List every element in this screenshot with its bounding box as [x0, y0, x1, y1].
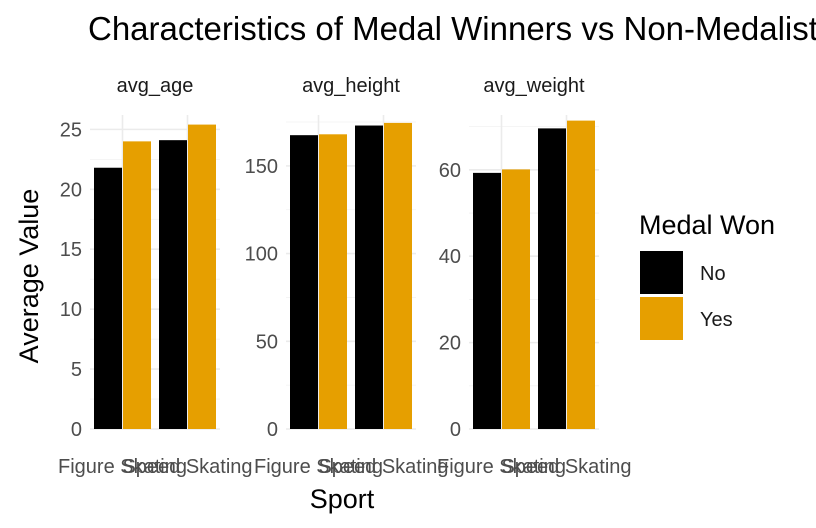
y-tick-label: 25: [60, 119, 82, 141]
legend-label: Yes: [700, 309, 733, 331]
bar-avg_weight-speed-skating-no: [538, 128, 566, 429]
x-tick-label: Figure Skating: [254, 456, 383, 478]
bar-avg_weight-figure-skating-no: [473, 172, 501, 429]
bar-avg_height-figure-skating-yes: [319, 134, 347, 430]
facet-strip-label: avg_age: [117, 75, 194, 97]
legend-title: Medal Won: [639, 210, 775, 240]
y-axis-title: Average Value: [14, 189, 44, 364]
y-tick-label: 0: [267, 419, 278, 441]
y-tick-label: 60: [439, 160, 461, 182]
y-tick-label: 50: [256, 331, 278, 353]
x-tick-label: Speed Skating: [501, 456, 631, 478]
y-tick-label: 20: [439, 333, 461, 355]
facet-strip-label: avg_height: [302, 75, 400, 97]
bar-avg_age-figure-skating-yes: [123, 141, 151, 430]
bar-avg_weight-figure-skating-yes: [502, 169, 530, 430]
legend-label: No: [700, 263, 726, 285]
x-tick-label: Speed Skating: [318, 456, 448, 478]
y-tick-label: 0: [450, 419, 461, 441]
legend-key-no: [640, 251, 683, 294]
y-tick-label: 40: [439, 246, 461, 268]
bar-avg_height-speed-skating-yes: [384, 122, 412, 429]
x-tick-label: Figure Skating: [437, 456, 566, 478]
x-axis-title: Sport: [310, 484, 375, 514]
chart-title: Characteristics of Medal Winners vs Non-…: [88, 10, 816, 47]
facet-strip-label: avg_weight: [483, 75, 585, 97]
y-tick-label: 20: [60, 179, 82, 201]
bar-avg_age-speed-skating-no: [159, 140, 187, 429]
bar-avg_height-speed-skating-no: [355, 125, 383, 429]
y-tick-label: 15: [60, 239, 82, 261]
y-tick-label: 0: [71, 419, 82, 441]
y-tick-label: 100: [245, 244, 278, 266]
legend-key-yes: [640, 297, 683, 340]
x-tick-label: Figure Skating: [58, 456, 187, 478]
y-tick-label: 5: [71, 359, 82, 381]
x-tick-label: Speed Skating: [122, 456, 252, 478]
y-tick-label: 10: [60, 299, 82, 321]
bar-avg_age-figure-skating-no: [94, 167, 122, 429]
bar-avg_age-speed-skating-yes: [188, 124, 216, 430]
y-tick-label: 150: [245, 156, 278, 178]
bar-avg_weight-speed-skating-yes: [567, 120, 595, 429]
bar-avg_height-figure-skating-no: [290, 135, 318, 429]
legend: Medal Won No Yes: [639, 210, 775, 340]
